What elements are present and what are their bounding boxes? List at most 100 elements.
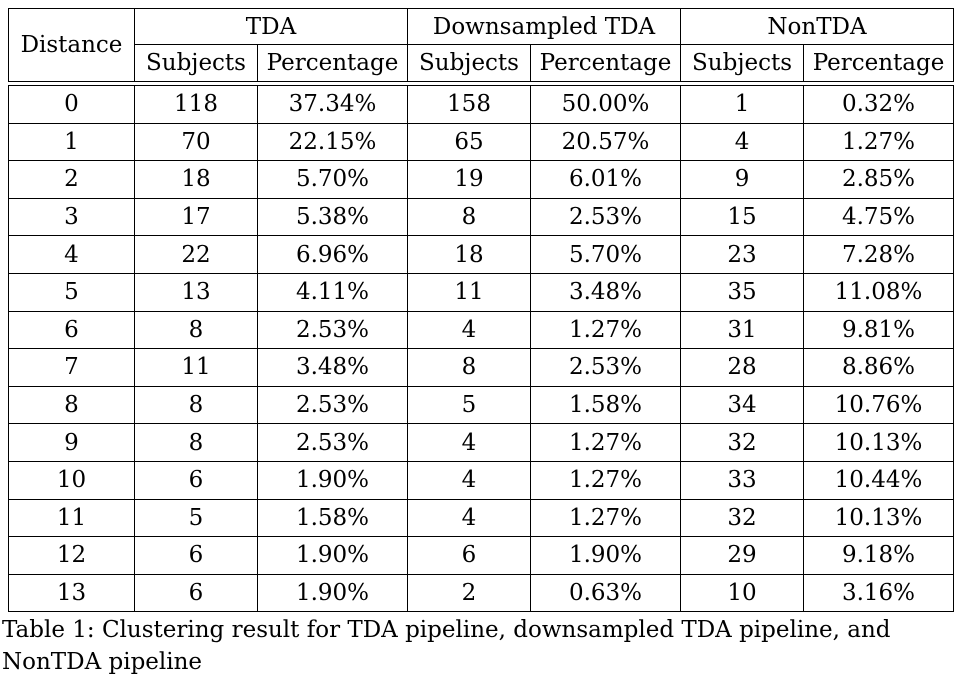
cell-distance: 12 [8,536,135,575]
table-row: 13 6 1.90% 2 0.63% 10 3.16% [8,573,955,613]
cell-tda-subjects: 118 [134,85,258,124]
cell-nontda-subjects: 32 [680,498,805,538]
header-row-subheaders: Subjects Percentage Subjects Percentage … [9,44,955,82]
cell-distance: 11 [8,498,135,538]
cell-nontda-percentage: 0.32% [803,85,955,124]
cell-downsampled-percentage: 50.00% [529,85,682,124]
cell-nontda-percentage: 10.13% [803,498,955,538]
header-separator [8,81,954,86]
cell-downsampled-subjects: 11 [407,272,531,312]
cell-tda-subjects: 8 [134,423,258,462]
table-row: 5 13 4.11% 11 3.48% 35 11.08% [8,272,955,312]
cell-distance: 0 [8,85,135,124]
cell-downsampled-subjects: 19 [407,160,531,199]
cell-nontda-subjects: 15 [680,197,805,237]
cell-downsampled-subjects: 8 [407,348,531,387]
cell-tda-subjects: 6 [134,573,258,613]
cell-downsampled-percentage: 1.27% [529,460,682,500]
cell-nontda-subjects: 31 [680,310,805,350]
subheader-downsampled-percentage: Percentage [529,44,682,82]
table-body: 0 118 37.34% 158 50.00% 1 0.32% 1 70 22.15% 65 20.5… [8,81,955,613]
cell-nontda-subjects: 28 [680,348,805,387]
cell-tda-subjects: 13 [134,272,258,312]
subheader-tda-subjects: Subjects [134,44,258,82]
subheader-tda-percentage: Percentage [257,44,408,82]
cell-nontda-percentage: 11.08% [803,272,955,312]
cell-nontda-subjects: 32 [680,423,805,462]
cell-distance: 9 [8,423,135,462]
cell-nontda-percentage: 2.85% [803,160,955,199]
cell-downsampled-percentage: 2.53% [529,348,682,387]
table-row: 4 22 6.96% 18 5.70% 23 7.28% [8,235,955,274]
cell-downsampled-percentage: 2.53% [529,197,682,237]
cell-downsampled-percentage: 1.90% [529,536,682,575]
cell-downsampled-percentage: 0.63% [529,573,682,613]
cell-downsampled-subjects: 8 [407,197,531,237]
cell-tda-subjects: 6 [134,536,258,575]
table-row: 9 8 2.53% 4 1.27% 32 10.13% [8,423,955,462]
cell-tda-subjects: 8 [134,385,258,425]
cell-nontda-percentage: 7.28% [803,235,955,274]
cell-nontda-percentage: 10.76% [803,385,955,425]
header-group-downsampled-tda: Downsampled TDA [406,8,682,45]
cell-tda-percentage: 5.70% [257,160,408,199]
cell-nontda-percentage: 9.81% [803,310,955,350]
cell-nontda-subjects: 4 [680,122,805,162]
header-row-groups: Distance TDA Downsampled TDA NonTDA [8,8,955,82]
cell-tda-percentage: 4.11% [257,272,408,312]
cell-nontda-percentage: 1.27% [803,122,955,162]
table-row: 0 118 37.34% 158 50.00% 1 0.32% [8,85,955,124]
subheader-downsampled-subjects: Subjects [407,44,531,82]
cell-downsampled-percentage: 1.27% [529,310,682,350]
cell-tda-percentage: 1.90% [257,573,408,613]
cell-tda-percentage: 2.53% [257,310,408,350]
cell-tda-percentage: 6.96% [257,235,408,274]
cell-distance: 7 [8,348,135,387]
cell-nontda-subjects: 29 [680,536,805,575]
cell-distance: 10 [8,460,135,500]
cell-downsampled-subjects: 4 [407,423,531,462]
cell-downsampled-subjects: 2 [407,573,531,613]
separator-cell [8,81,954,86]
cell-tda-percentage: 1.58% [257,498,408,538]
cell-tda-percentage: 2.53% [257,385,408,425]
cell-downsampled-subjects: 5 [407,385,531,425]
cell-downsampled-subjects: 4 [407,460,531,500]
cell-distance: 2 [8,160,135,199]
cell-distance: 5 [8,272,135,312]
cell-tda-percentage: 2.53% [257,423,408,462]
cell-tda-percentage: 5.38% [257,197,408,237]
cell-nontda-percentage: 10.44% [803,460,955,500]
cell-nontda-subjects: 1 [680,85,805,124]
cell-distance: 13 [8,573,135,613]
cell-downsampled-percentage: 6.01% [529,160,682,199]
cell-distance: 6 [8,310,135,350]
cell-tda-percentage: 1.90% [257,460,408,500]
cell-tda-subjects: 8 [134,310,258,350]
cell-tda-subjects: 11 [134,348,258,387]
cell-downsampled-subjects: 65 [407,122,531,162]
cell-distance: 8 [8,385,135,425]
table-caption: Table 1: Clustering result for TDA pipel… [2,617,891,675]
cell-nontda-percentage: 4.75% [803,197,955,237]
cell-downsampled-subjects: 158 [407,85,531,124]
cell-nontda-subjects: 34 [680,385,805,425]
cell-tda-percentage: 1.90% [257,536,408,575]
cell-tda-subjects: 17 [134,197,258,237]
results-table-container: Distance TDA Downsampled TDA NonTDA Subj… [8,8,955,613]
table-row: 12 6 1.90% 6 1.90% 29 9.18% [8,536,955,575]
cell-nontda-percentage: 8.86% [803,348,955,387]
clustering-results-table: Distance TDA Downsampled TDA NonTDA Subj… [8,8,955,613]
cell-downsampled-percentage: 1.27% [529,498,682,538]
cell-nontda-subjects: 9 [680,160,805,199]
table-row: 11 5 1.58% 4 1.27% 32 10.13% [8,498,955,538]
header-group-nontda: NonTDA [680,8,955,45]
cell-distance: 4 [8,235,135,274]
cell-downsampled-subjects: 4 [407,498,531,538]
cell-tda-subjects: 70 [134,122,258,162]
cell-tda-subjects: 22 [134,235,258,274]
cell-tda-percentage: 37.34% [257,85,408,124]
cell-downsampled-percentage: 1.27% [529,423,682,462]
cell-nontda-percentage: 3.16% [803,573,955,613]
table-row: 2 18 5.70% 19 6.01% 9 2.85% [8,160,955,199]
